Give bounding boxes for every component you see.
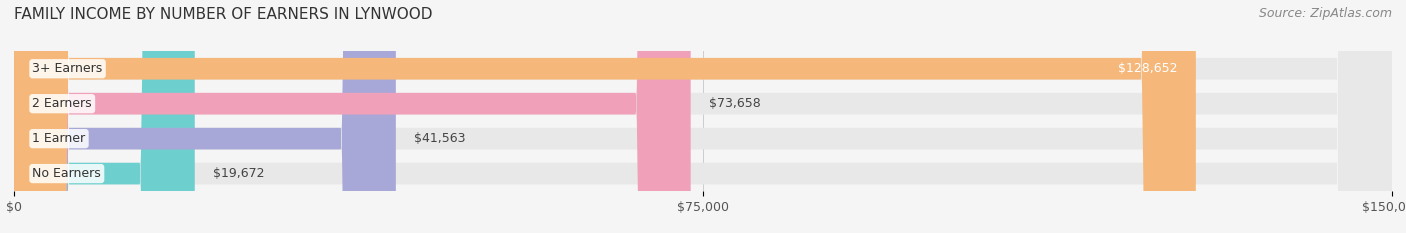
Text: $73,658: $73,658 [709, 97, 761, 110]
FancyBboxPatch shape [14, 0, 1197, 233]
Text: FAMILY INCOME BY NUMBER OF EARNERS IN LYNWOOD: FAMILY INCOME BY NUMBER OF EARNERS IN LY… [14, 7, 433, 22]
FancyBboxPatch shape [14, 0, 1392, 233]
FancyBboxPatch shape [14, 0, 690, 233]
FancyBboxPatch shape [14, 0, 195, 233]
Text: No Earners: No Earners [32, 167, 101, 180]
FancyBboxPatch shape [14, 0, 1392, 233]
Text: Source: ZipAtlas.com: Source: ZipAtlas.com [1258, 7, 1392, 20]
Text: $19,672: $19,672 [214, 167, 264, 180]
FancyBboxPatch shape [14, 0, 1392, 233]
Text: $41,563: $41,563 [415, 132, 465, 145]
Text: 1 Earner: 1 Earner [32, 132, 86, 145]
FancyBboxPatch shape [14, 0, 1392, 233]
FancyBboxPatch shape [14, 0, 396, 233]
Text: 3+ Earners: 3+ Earners [32, 62, 103, 75]
Text: $128,652: $128,652 [1118, 62, 1177, 75]
Text: 2 Earners: 2 Earners [32, 97, 91, 110]
